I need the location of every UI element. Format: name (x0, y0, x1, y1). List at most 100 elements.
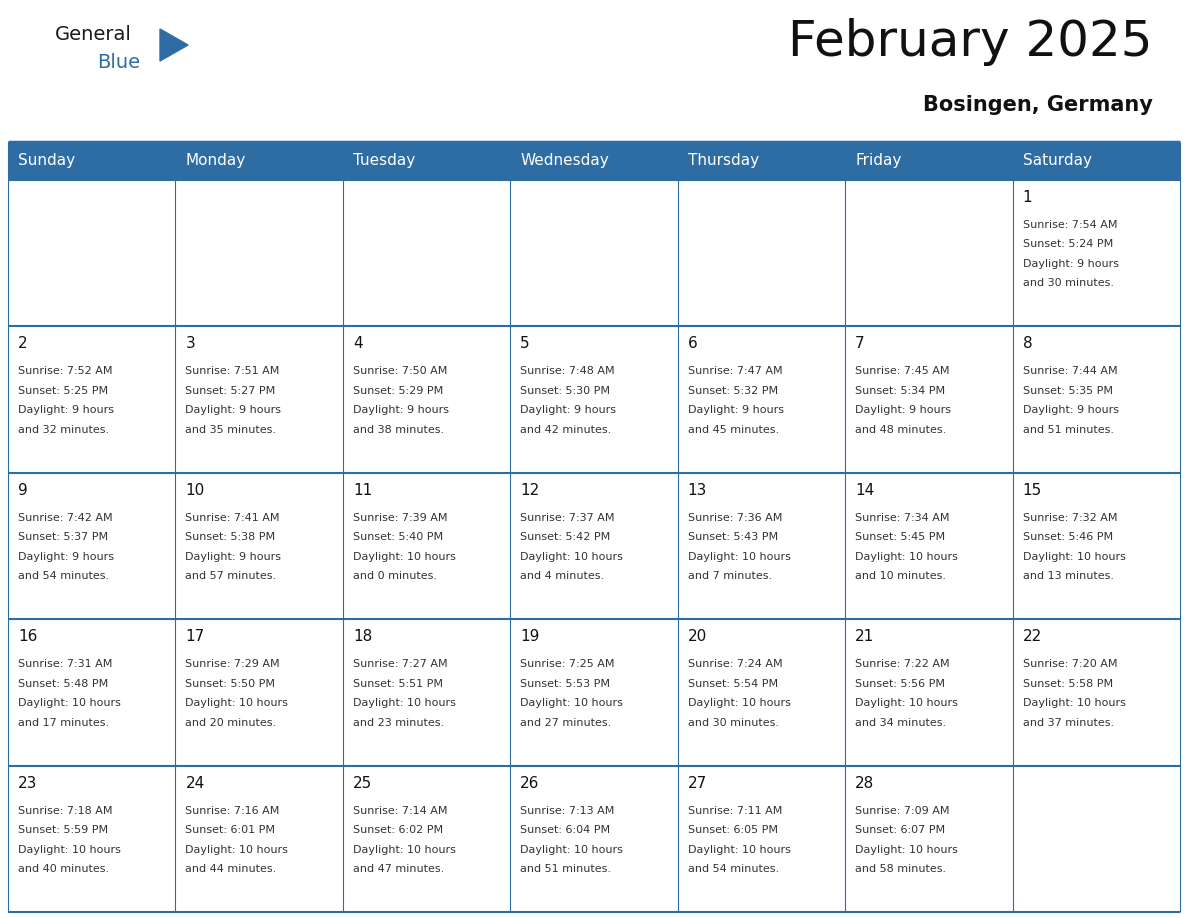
Text: Sunrise: 7:50 AM: Sunrise: 7:50 AM (353, 366, 447, 376)
Text: and 54 minutes.: and 54 minutes. (688, 864, 779, 874)
Text: Daylight: 10 hours: Daylight: 10 hours (855, 699, 958, 708)
Text: Sunrise: 7:25 AM: Sunrise: 7:25 AM (520, 659, 614, 669)
Text: 9: 9 (18, 483, 27, 498)
Text: 22: 22 (1023, 629, 1042, 644)
Text: Daylight: 9 hours: Daylight: 9 hours (855, 406, 952, 416)
Text: and 51 minutes.: and 51 minutes. (520, 864, 612, 874)
Text: and 58 minutes.: and 58 minutes. (855, 864, 947, 874)
Text: Daylight: 9 hours: Daylight: 9 hours (18, 406, 114, 416)
Text: Sunset: 5:40 PM: Sunset: 5:40 PM (353, 532, 443, 543)
Text: 10: 10 (185, 483, 204, 498)
Text: Bosingen, Germany: Bosingen, Germany (923, 95, 1154, 115)
Bar (845, 180, 1012, 327)
Text: Sunrise: 7:13 AM: Sunrise: 7:13 AM (520, 806, 614, 815)
Bar (343, 180, 511, 327)
Text: Sunset: 6:02 PM: Sunset: 6:02 PM (353, 825, 443, 835)
Text: Sunrise: 7:52 AM: Sunrise: 7:52 AM (18, 366, 113, 376)
Text: and 32 minutes.: and 32 minutes. (18, 425, 109, 435)
Text: Sunrise: 7:45 AM: Sunrise: 7:45 AM (855, 366, 949, 376)
Text: Daylight: 10 hours: Daylight: 10 hours (353, 845, 456, 855)
Bar (176, 180, 343, 327)
Bar (343, 327, 511, 473)
Text: and 30 minutes.: and 30 minutes. (1023, 278, 1113, 288)
Text: Daylight: 10 hours: Daylight: 10 hours (855, 552, 958, 562)
Text: 23: 23 (18, 776, 37, 790)
Text: Sunrise: 7:31 AM: Sunrise: 7:31 AM (18, 659, 113, 669)
Bar (511, 180, 677, 327)
Text: Sunset: 5:50 PM: Sunset: 5:50 PM (185, 678, 276, 688)
Text: Sunset: 6:01 PM: Sunset: 6:01 PM (185, 825, 276, 835)
Text: Monday: Monday (185, 153, 246, 169)
Text: Daylight: 9 hours: Daylight: 9 hours (688, 406, 784, 416)
Bar (511, 473, 677, 620)
Text: Daylight: 9 hours: Daylight: 9 hours (353, 406, 449, 416)
Text: 24: 24 (185, 776, 204, 790)
Text: Sunset: 5:25 PM: Sunset: 5:25 PM (18, 386, 108, 396)
Bar (176, 327, 343, 473)
Bar (677, 180, 845, 327)
Text: Daylight: 10 hours: Daylight: 10 hours (520, 845, 624, 855)
Text: Daylight: 10 hours: Daylight: 10 hours (855, 845, 958, 855)
Text: Sunset: 5:35 PM: Sunset: 5:35 PM (1023, 386, 1113, 396)
Bar (677, 620, 845, 766)
Text: General: General (55, 25, 132, 44)
Text: Daylight: 10 hours: Daylight: 10 hours (18, 699, 121, 708)
Text: 28: 28 (855, 776, 874, 790)
Text: Sunset: 6:05 PM: Sunset: 6:05 PM (688, 825, 778, 835)
Text: Sunrise: 7:09 AM: Sunrise: 7:09 AM (855, 806, 949, 815)
Text: Sunset: 5:27 PM: Sunset: 5:27 PM (185, 386, 276, 396)
Text: Daylight: 10 hours: Daylight: 10 hours (18, 845, 121, 855)
Bar (8, 766, 176, 912)
Bar (343, 766, 511, 912)
Bar (8, 180, 176, 327)
Text: Sunset: 5:34 PM: Sunset: 5:34 PM (855, 386, 946, 396)
Bar (343, 473, 511, 620)
Text: and 54 minutes.: and 54 minutes. (18, 571, 109, 581)
Text: Sunrise: 7:32 AM: Sunrise: 7:32 AM (1023, 513, 1117, 522)
Bar (176, 620, 343, 766)
Bar (677, 327, 845, 473)
Text: and 57 minutes.: and 57 minutes. (185, 571, 277, 581)
Text: and 37 minutes.: and 37 minutes. (1023, 718, 1113, 728)
Text: and 20 minutes.: and 20 minutes. (185, 718, 277, 728)
Text: Sunrise: 7:54 AM: Sunrise: 7:54 AM (1023, 220, 1117, 230)
Bar (845, 473, 1012, 620)
Text: and 47 minutes.: and 47 minutes. (353, 864, 444, 874)
Text: Sunrise: 7:29 AM: Sunrise: 7:29 AM (185, 659, 280, 669)
Text: Daylight: 10 hours: Daylight: 10 hours (688, 552, 790, 562)
Text: Sunrise: 7:34 AM: Sunrise: 7:34 AM (855, 513, 949, 522)
Bar (176, 766, 343, 912)
Polygon shape (160, 29, 188, 61)
Text: and 4 minutes.: and 4 minutes. (520, 571, 605, 581)
Text: Sunset: 5:38 PM: Sunset: 5:38 PM (185, 532, 276, 543)
Text: Sunrise: 7:27 AM: Sunrise: 7:27 AM (353, 659, 448, 669)
Bar (845, 620, 1012, 766)
Text: Daylight: 10 hours: Daylight: 10 hours (520, 699, 624, 708)
Text: Daylight: 10 hours: Daylight: 10 hours (1023, 699, 1125, 708)
Text: 18: 18 (353, 629, 372, 644)
Text: Sunset: 5:29 PM: Sunset: 5:29 PM (353, 386, 443, 396)
Text: Sunset: 5:58 PM: Sunset: 5:58 PM (1023, 678, 1113, 688)
Text: Sunset: 5:56 PM: Sunset: 5:56 PM (855, 678, 946, 688)
Text: Sunset: 5:37 PM: Sunset: 5:37 PM (18, 532, 108, 543)
Text: and 35 minutes.: and 35 minutes. (185, 425, 277, 435)
Text: 26: 26 (520, 776, 539, 790)
Text: and 30 minutes.: and 30 minutes. (688, 718, 778, 728)
Text: 25: 25 (353, 776, 372, 790)
Text: Sunset: 5:43 PM: Sunset: 5:43 PM (688, 532, 778, 543)
Text: Daylight: 10 hours: Daylight: 10 hours (353, 699, 456, 708)
Text: Daylight: 9 hours: Daylight: 9 hours (1023, 259, 1119, 269)
Text: Sunset: 5:48 PM: Sunset: 5:48 PM (18, 678, 108, 688)
Text: and 40 minutes.: and 40 minutes. (18, 864, 109, 874)
Text: Sunset: 5:54 PM: Sunset: 5:54 PM (688, 678, 778, 688)
Text: and 7 minutes.: and 7 minutes. (688, 571, 772, 581)
Text: and 10 minutes.: and 10 minutes. (855, 571, 946, 581)
Text: Daylight: 10 hours: Daylight: 10 hours (185, 845, 289, 855)
Text: Thursday: Thursday (688, 153, 759, 169)
Bar (677, 473, 845, 620)
Text: Sunrise: 7:22 AM: Sunrise: 7:22 AM (855, 659, 949, 669)
Text: Sunset: 5:42 PM: Sunset: 5:42 PM (520, 532, 611, 543)
Text: Sunset: 5:30 PM: Sunset: 5:30 PM (520, 386, 611, 396)
Text: Wednesday: Wednesday (520, 153, 609, 169)
Text: Sunset: 5:45 PM: Sunset: 5:45 PM (855, 532, 946, 543)
